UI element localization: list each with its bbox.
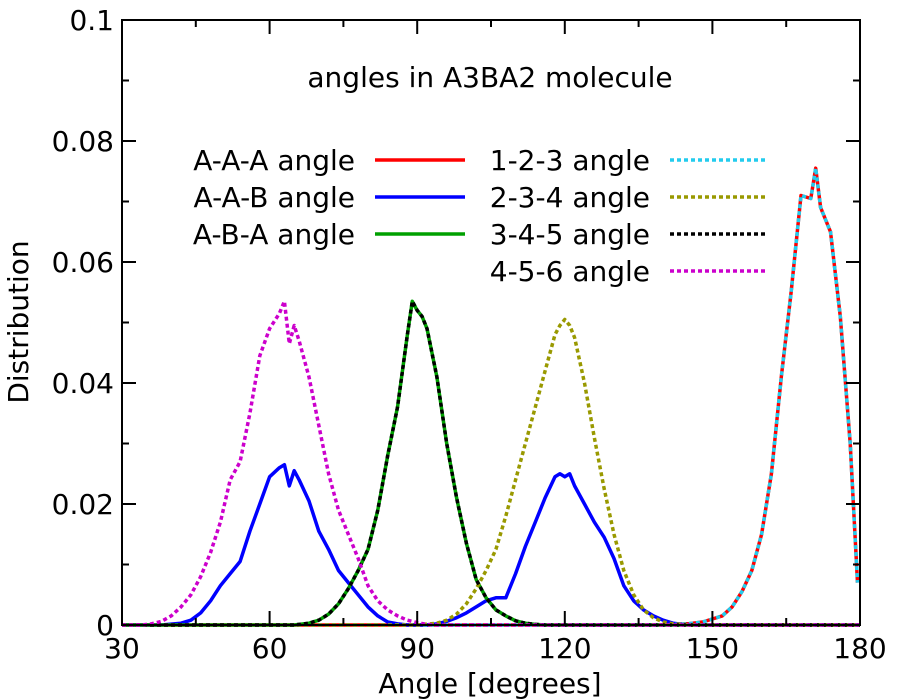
axes-layer — [121, 19, 861, 626]
series-line-3-4-5-angle — [122, 299, 860, 627]
series-line-1-2-3-angle — [122, 166, 860, 627]
y-tick-label: 0 — [96, 609, 114, 642]
legend-label-2-3-4-angle: 2-3-4 angle — [490, 181, 650, 214]
legend-label-a-b-a-angle: A-B-A angle — [193, 218, 355, 251]
legend-label-a-a-a-angle: A-A-A angle — [193, 144, 355, 177]
series-layer — [122, 166, 860, 627]
series-line-a-a-b-angle — [122, 462, 860, 627]
y-tick-label: 0.1 — [69, 4, 114, 37]
legend: A-A-A angle A-A-B angle A-B-A angle 1-2-3 a… — [193, 144, 765, 288]
chart-annotation: angles in A3BA2 molecule — [307, 61, 672, 94]
x-tick-label: 120 — [538, 632, 591, 665]
y-axis-title: Distribution — [2, 240, 35, 403]
y-tick-label: 0.02 — [52, 488, 114, 521]
y-tick-label: 0.06 — [52, 246, 114, 279]
x-tick-label: 60 — [252, 632, 288, 665]
y-tick-label: 0.08 — [52, 125, 114, 158]
y-tick-label: 0.04 — [52, 367, 114, 400]
legend-label-4-5-6-angle: 4-5-6 angle — [490, 255, 650, 288]
x-tick-label: 30 — [104, 632, 140, 665]
legend-label-3-4-5-angle: 3-4-5 angle — [490, 218, 650, 251]
series-line-2-3-4-angle — [122, 317, 860, 627]
plot-frame — [121, 19, 861, 626]
x-tick-label: 150 — [686, 632, 739, 665]
legend-label-a-a-b-angle: A-A-B angle — [194, 181, 355, 214]
x-axis-title: Angle [degrees] — [378, 667, 601, 700]
legend-label-1-2-3-angle: 1-2-3 angle — [490, 144, 650, 177]
ticks-layer: 30 60 90 120 150 180 0 0.02 0.04 0.06 0.08 0.1 — [52, 4, 887, 665]
x-tick-label: 90 — [399, 632, 435, 665]
series-line-4-5-6-angle — [122, 299, 860, 627]
x-tick-label: 180 — [833, 632, 886, 665]
